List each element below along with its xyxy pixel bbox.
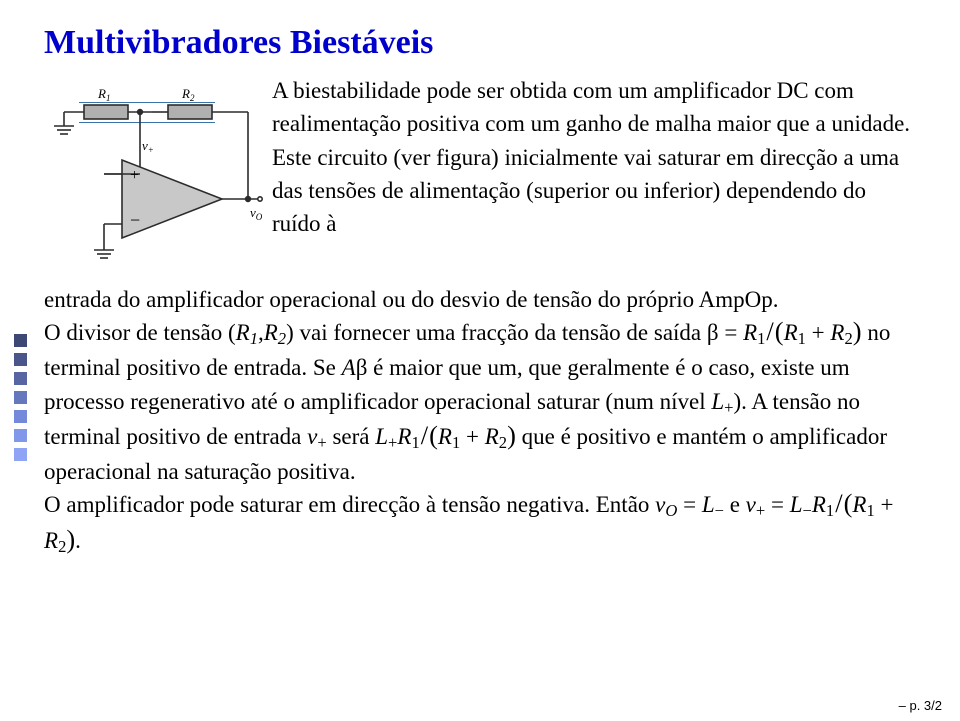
bullet-square [14, 334, 27, 347]
math-beta: β = R1/(R1 + R2) [707, 320, 862, 345]
intro-para-2: Este circuito (ver figura) inicialmente … [272, 145, 899, 237]
intro-para-1: A biestabilidade pode ser obtida com um … [272, 78, 910, 136]
bullet-square [14, 429, 27, 442]
p2b: ) vai fornecer uma fracção da tensão de … [286, 320, 707, 345]
page-title: Multivibradores Biestáveis [44, 24, 916, 62]
body-text: entrada do amplificador operacional ou d… [44, 283, 916, 559]
bullet-square [14, 372, 27, 385]
math-r1r2: R1,R2 [236, 320, 286, 345]
label-r1: R1 [97, 86, 110, 103]
math-vo-lminus: vO = L− [655, 492, 724, 517]
math-abeta: Aβ [342, 355, 368, 380]
bullet-square [14, 410, 27, 423]
bullet-square [14, 391, 27, 404]
p1a: entrada do amplificador operacional ou d… [44, 287, 779, 312]
intro-text: A biestabilidade pode ser obtida com um … [272, 72, 916, 241]
label-vplus: v+ [142, 138, 154, 155]
label-r2: R2 [181, 86, 195, 103]
circuit-figure: R1 R2 v+ + − vO [44, 72, 272, 281]
math-lplus: L+ [711, 389, 733, 414]
math-lplusr1: L+R1/(R1 + R2) [375, 424, 516, 449]
bullet-square [14, 448, 27, 461]
intro-row: R1 R2 v+ + − vO A biestabilidade pode se… [44, 72, 916, 281]
p2a: O divisor de tensão ( [44, 320, 236, 345]
opamp-plus: + [130, 167, 139, 184]
math-vplus: v+ [307, 424, 327, 449]
label-vo: vO [250, 205, 263, 222]
p3b: e [724, 492, 746, 517]
margin-bullets [14, 334, 28, 467]
p3a: O amplificador pode saturar em direcção … [44, 492, 655, 517]
opamp-minus: − [130, 210, 140, 230]
page-number: – p. 3/2 [899, 698, 942, 713]
p2f: será [327, 424, 376, 449]
bullet-square [14, 353, 27, 366]
